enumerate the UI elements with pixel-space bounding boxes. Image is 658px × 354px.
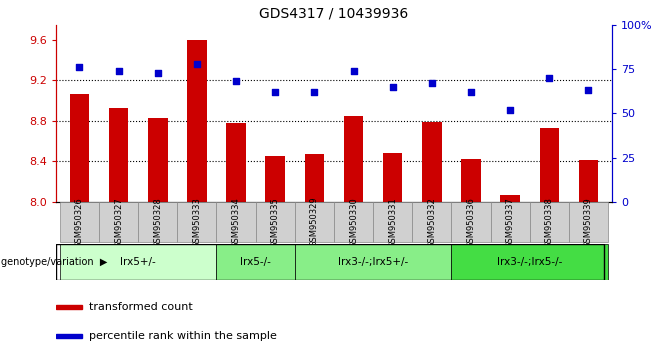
Text: GSM950327: GSM950327 [114,197,123,247]
Bar [578,160,598,202]
Bar [491,202,530,242]
Bar [60,244,216,280]
Point [388,84,398,90]
Bar [56,334,82,338]
Point [270,89,280,95]
Bar [373,202,413,242]
Bar [216,202,255,242]
Point [74,64,85,70]
Bar [99,202,138,242]
Bar [177,202,216,242]
Text: GSM950334: GSM950334 [232,197,241,247]
Text: lrx5+/-: lrx5+/- [120,257,156,267]
Bar [305,154,324,202]
Bar [138,202,177,242]
Point [191,61,202,67]
Bar [109,108,128,202]
Bar [226,123,246,202]
Text: GSM950339: GSM950339 [584,197,593,247]
Text: GSM950335: GSM950335 [270,197,280,247]
Point [505,107,515,113]
Point [231,79,241,84]
Text: genotype/variation  ▶: genotype/variation ▶ [1,257,108,267]
Bar [343,116,363,202]
Bar [540,128,559,202]
Title: GDS4317 / 10439936: GDS4317 / 10439936 [259,7,409,21]
Bar [148,118,168,202]
Text: GSM950337: GSM950337 [505,197,515,247]
Point [348,68,359,74]
Text: lrx3-/-;lrx5+/-: lrx3-/-;lrx5+/- [338,257,408,267]
Point [583,87,594,93]
Text: GSM950338: GSM950338 [545,197,554,247]
Bar [56,305,82,309]
Text: percentile rank within the sample: percentile rank within the sample [89,331,277,341]
Bar [569,202,608,242]
Point [153,70,163,75]
Text: GSM950332: GSM950332 [427,197,436,247]
Point [113,68,124,74]
Text: GSM950329: GSM950329 [310,197,319,247]
Text: GSM950328: GSM950328 [153,197,163,247]
Text: GSM950331: GSM950331 [388,197,397,247]
Point [544,75,555,81]
Bar [451,202,491,242]
Text: lrx5-/-: lrx5-/- [240,257,271,267]
Text: lrx3-/-;lrx5-/-: lrx3-/-;lrx5-/- [497,257,563,267]
Bar [265,156,285,202]
Text: GSM950330: GSM950330 [349,197,358,247]
Bar [295,202,334,242]
Bar [334,202,373,242]
Text: GSM950326: GSM950326 [75,197,84,247]
Bar [216,244,295,280]
Bar [60,202,99,242]
Bar [255,202,295,242]
Text: transformed count: transformed count [89,302,193,312]
Bar [413,202,451,242]
Bar [461,159,481,202]
Bar [295,244,451,280]
Text: GSM950333: GSM950333 [192,197,201,247]
Bar [70,93,89,202]
Bar [530,202,569,242]
Point [309,89,320,95]
Point [426,80,437,86]
Bar [383,153,403,202]
Text: GSM950336: GSM950336 [467,197,476,247]
Bar [500,195,520,202]
Point [466,89,476,95]
Bar [422,122,442,202]
Bar [187,40,207,202]
Bar [451,244,608,280]
